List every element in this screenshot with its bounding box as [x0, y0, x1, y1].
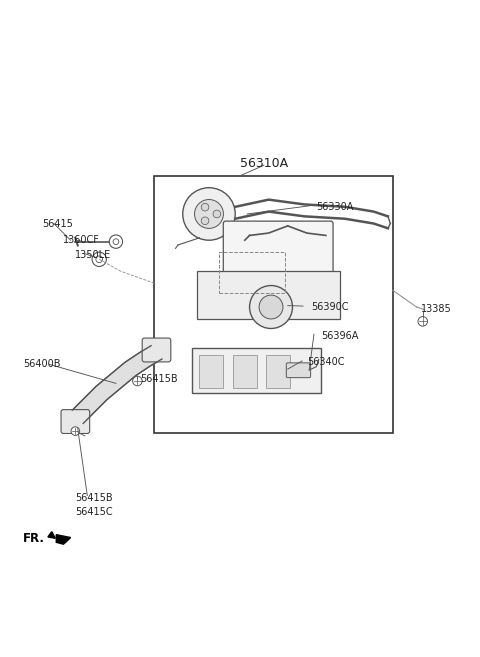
Text: 56400B: 56400B — [23, 359, 60, 369]
Circle shape — [259, 295, 283, 319]
Text: 56340C: 56340C — [307, 357, 344, 367]
FancyBboxPatch shape — [142, 338, 171, 362]
FancyBboxPatch shape — [286, 363, 311, 378]
Bar — [266, 355, 290, 388]
FancyBboxPatch shape — [192, 348, 321, 393]
Text: 56415B: 56415B — [75, 493, 113, 503]
Circle shape — [418, 317, 428, 326]
Text: 13385: 13385 — [421, 304, 452, 315]
Bar — [218, 252, 285, 293]
Circle shape — [250, 286, 292, 328]
Circle shape — [183, 188, 235, 240]
Bar — [154, 176, 393, 434]
Text: 56310A: 56310A — [240, 158, 288, 170]
Text: 1360CF: 1360CF — [63, 235, 100, 245]
Circle shape — [201, 217, 209, 225]
FancyBboxPatch shape — [197, 271, 340, 319]
Text: 56415B: 56415B — [140, 374, 178, 384]
Text: 1350LE: 1350LE — [75, 250, 112, 260]
Text: 56390C: 56390C — [312, 302, 349, 312]
Circle shape — [92, 252, 107, 267]
Text: FR.: FR. — [23, 532, 45, 545]
Circle shape — [113, 238, 119, 244]
FancyBboxPatch shape — [61, 409, 90, 434]
Circle shape — [213, 210, 221, 217]
Circle shape — [201, 203, 209, 211]
Polygon shape — [72, 346, 162, 423]
Bar — [199, 355, 223, 388]
Bar — [233, 355, 257, 388]
Circle shape — [194, 200, 223, 229]
Circle shape — [71, 427, 80, 436]
Circle shape — [109, 235, 122, 248]
FancyBboxPatch shape — [223, 221, 333, 283]
Text: 56415C: 56415C — [75, 507, 113, 517]
Circle shape — [132, 376, 142, 386]
Text: 56415: 56415 — [42, 219, 73, 229]
Polygon shape — [56, 535, 71, 544]
Text: 56396A: 56396A — [321, 330, 359, 341]
Text: 56330A: 56330A — [316, 202, 354, 212]
Circle shape — [96, 256, 103, 263]
